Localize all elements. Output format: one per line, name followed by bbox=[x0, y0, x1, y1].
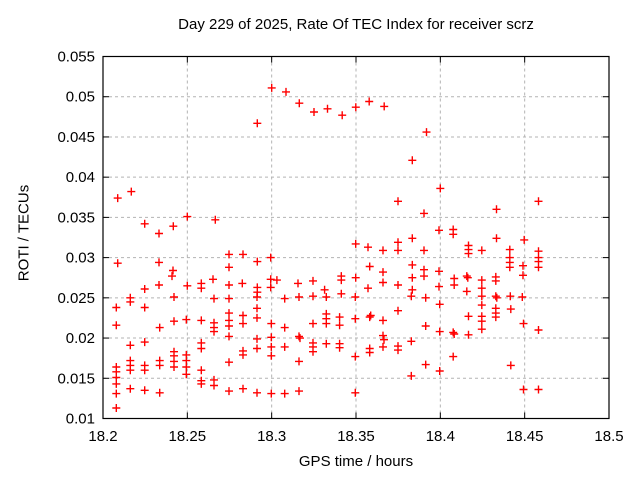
x-tick-label: 18.2 bbox=[88, 428, 117, 445]
y-tick-label: 0.035 bbox=[57, 209, 95, 226]
x-tick-label: 18.5 bbox=[594, 428, 623, 445]
x-tick-label: 18.45 bbox=[506, 428, 544, 445]
y-tick-label: 0.055 bbox=[57, 49, 95, 66]
y-tick-label: 0.01 bbox=[66, 411, 95, 428]
x-tick-label: 18.4 bbox=[426, 428, 455, 445]
x-axis-label: GPS time / hours bbox=[298, 453, 414, 470]
y-tick-label: 0.05 bbox=[66, 89, 95, 106]
scatter-points bbox=[112, 83, 543, 412]
y-tick-label: 0.04 bbox=[66, 169, 95, 186]
y-tick-label: 0.03 bbox=[66, 250, 95, 267]
y-tick-label: 0.02 bbox=[66, 330, 95, 347]
y-tick-label: 0.025 bbox=[57, 290, 95, 307]
y-tick-label: 0.015 bbox=[57, 370, 95, 387]
x-tick-label: 18.35 bbox=[337, 428, 375, 445]
x-tick-label: 18.3 bbox=[257, 428, 286, 445]
y-tick-label: 0.045 bbox=[57, 129, 95, 146]
chart-title: Day 229 of 2025, Rate Of TEC Index for r… bbox=[178, 16, 534, 33]
y-axis-label: ROTI / TECUs bbox=[15, 184, 33, 282]
x-tick-label: 18.25 bbox=[169, 428, 207, 445]
